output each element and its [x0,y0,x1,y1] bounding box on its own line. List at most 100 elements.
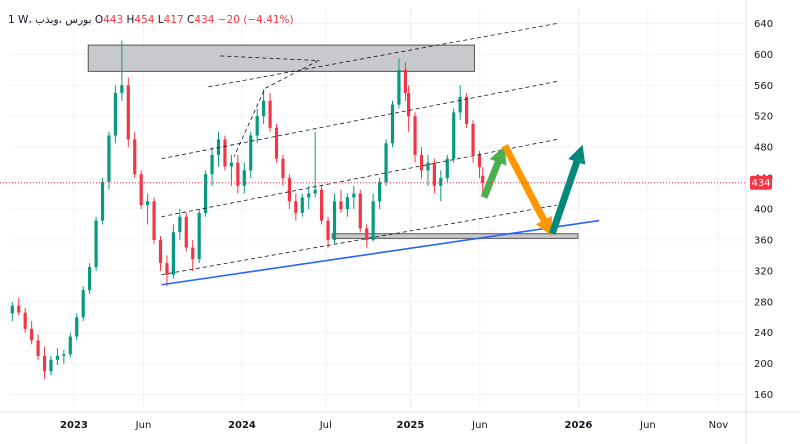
candle-body [229,162,233,167]
symbol-name[interactable]: W، بورس ،وبذب [18,14,92,26]
candle-body [42,355,47,372]
candle-body [210,154,214,175]
low-label: L [157,14,164,26]
candle-body [204,174,208,213]
candle-body [10,305,14,314]
x-tick-label: 2026 [565,420,593,431]
open-value: 443 [103,14,124,26]
candle-body [371,201,375,240]
interval-label[interactable]: 1 [8,14,15,26]
candle-body [81,290,85,318]
candle-body [191,247,195,260]
y-tick-label: 560 [754,81,773,92]
low-value: 417 [163,14,184,26]
candle-body [390,104,395,144]
channel-line [208,23,557,88]
close-label: C [187,14,195,26]
candle-body [300,197,304,213]
candle-body [94,220,98,267]
candle-body [30,328,34,341]
candle-body [171,232,176,275]
candle-body [165,263,169,275]
candle-body [365,228,369,240]
candle-body [62,354,66,356]
candle-body [262,100,266,117]
candle-body [397,69,401,105]
triangle-pattern [220,55,320,157]
x-tick-label: 2025 [397,420,425,431]
candle-body [458,96,462,113]
candle-body [184,216,188,248]
x-tick-label: Jul [319,420,332,431]
last-price-badge: 434 [750,175,772,190]
candle-body [236,162,240,186]
y-tick-label: 520 [754,112,773,123]
y-tick-label: 480 [754,143,773,154]
y-tick-label: 360 [754,235,773,246]
candle-body [158,239,163,264]
support-trendline [161,219,600,286]
candle-body [126,85,130,140]
last-price-badge-bg [750,175,772,190]
candle-body [281,158,285,179]
candle-body [320,189,324,221]
candle-body [178,216,182,233]
candle-body [407,93,411,117]
symbol-header: 1 W، بورس ،وبذب O443 H454 L417 C434 −20 … [8,14,294,26]
candle-body [17,305,21,313]
candle-body [36,340,40,356]
candle-body [432,162,436,186]
candle-body [139,174,143,206]
candle-body [384,143,388,182]
candle-body [439,178,443,186]
price-axis[interactable]: 160200240280320360400440480520560600640 [745,0,773,444]
candle-body [133,139,137,175]
high-value: 454 [134,14,155,26]
candle-body [403,69,407,94]
candle-body [249,135,253,171]
candle-body [445,158,449,179]
candle-body [452,112,456,159]
candle-body [100,181,105,221]
x-tick-label: 2023 [60,420,88,431]
candle-body [216,139,221,155]
candle-body [352,193,356,198]
candle-body [68,336,72,355]
change-value: −20 (−4.41%) [217,14,294,26]
candle-body [332,201,337,240]
candle-body [49,359,53,372]
x-tick-label: Jun [135,420,152,431]
y-tick-label: 640 [754,19,773,30]
x-tick-label: Jun [639,420,656,431]
zones [87,44,579,239]
candle-body [55,355,60,360]
y-tick-label: 320 [754,266,773,277]
forecast-arrow [501,144,553,237]
candle-body [255,116,259,136]
y-tick-label: 160 [754,390,773,401]
y-tick-label: 280 [754,297,773,308]
y-tick-label: 400 [754,205,773,216]
candle-body [23,312,27,329]
support-zone [331,233,579,239]
candle-body [481,175,485,183]
candle-body [242,170,246,186]
candle-body [326,220,330,240]
candle-body [294,201,298,213]
candle-body [120,85,124,94]
candle-body [274,127,279,159]
drawings [161,23,600,286]
candle-body [465,96,469,124]
time-axis[interactable]: 2023 Jun 2024 Jul 2025 Jun 2026 Jun Nov [0,411,800,431]
y-tick-label: 240 [754,328,773,339]
x-tick-label: Jun [471,420,488,431]
candle-body [477,154,482,168]
last-price-badge-text: 434 [751,178,770,189]
candle-body [88,266,92,291]
candle-body [307,193,311,198]
candle-body [339,201,343,209]
y-tick-label: 600 [754,50,773,61]
candle-body [152,201,156,240]
candle-body [313,189,317,194]
